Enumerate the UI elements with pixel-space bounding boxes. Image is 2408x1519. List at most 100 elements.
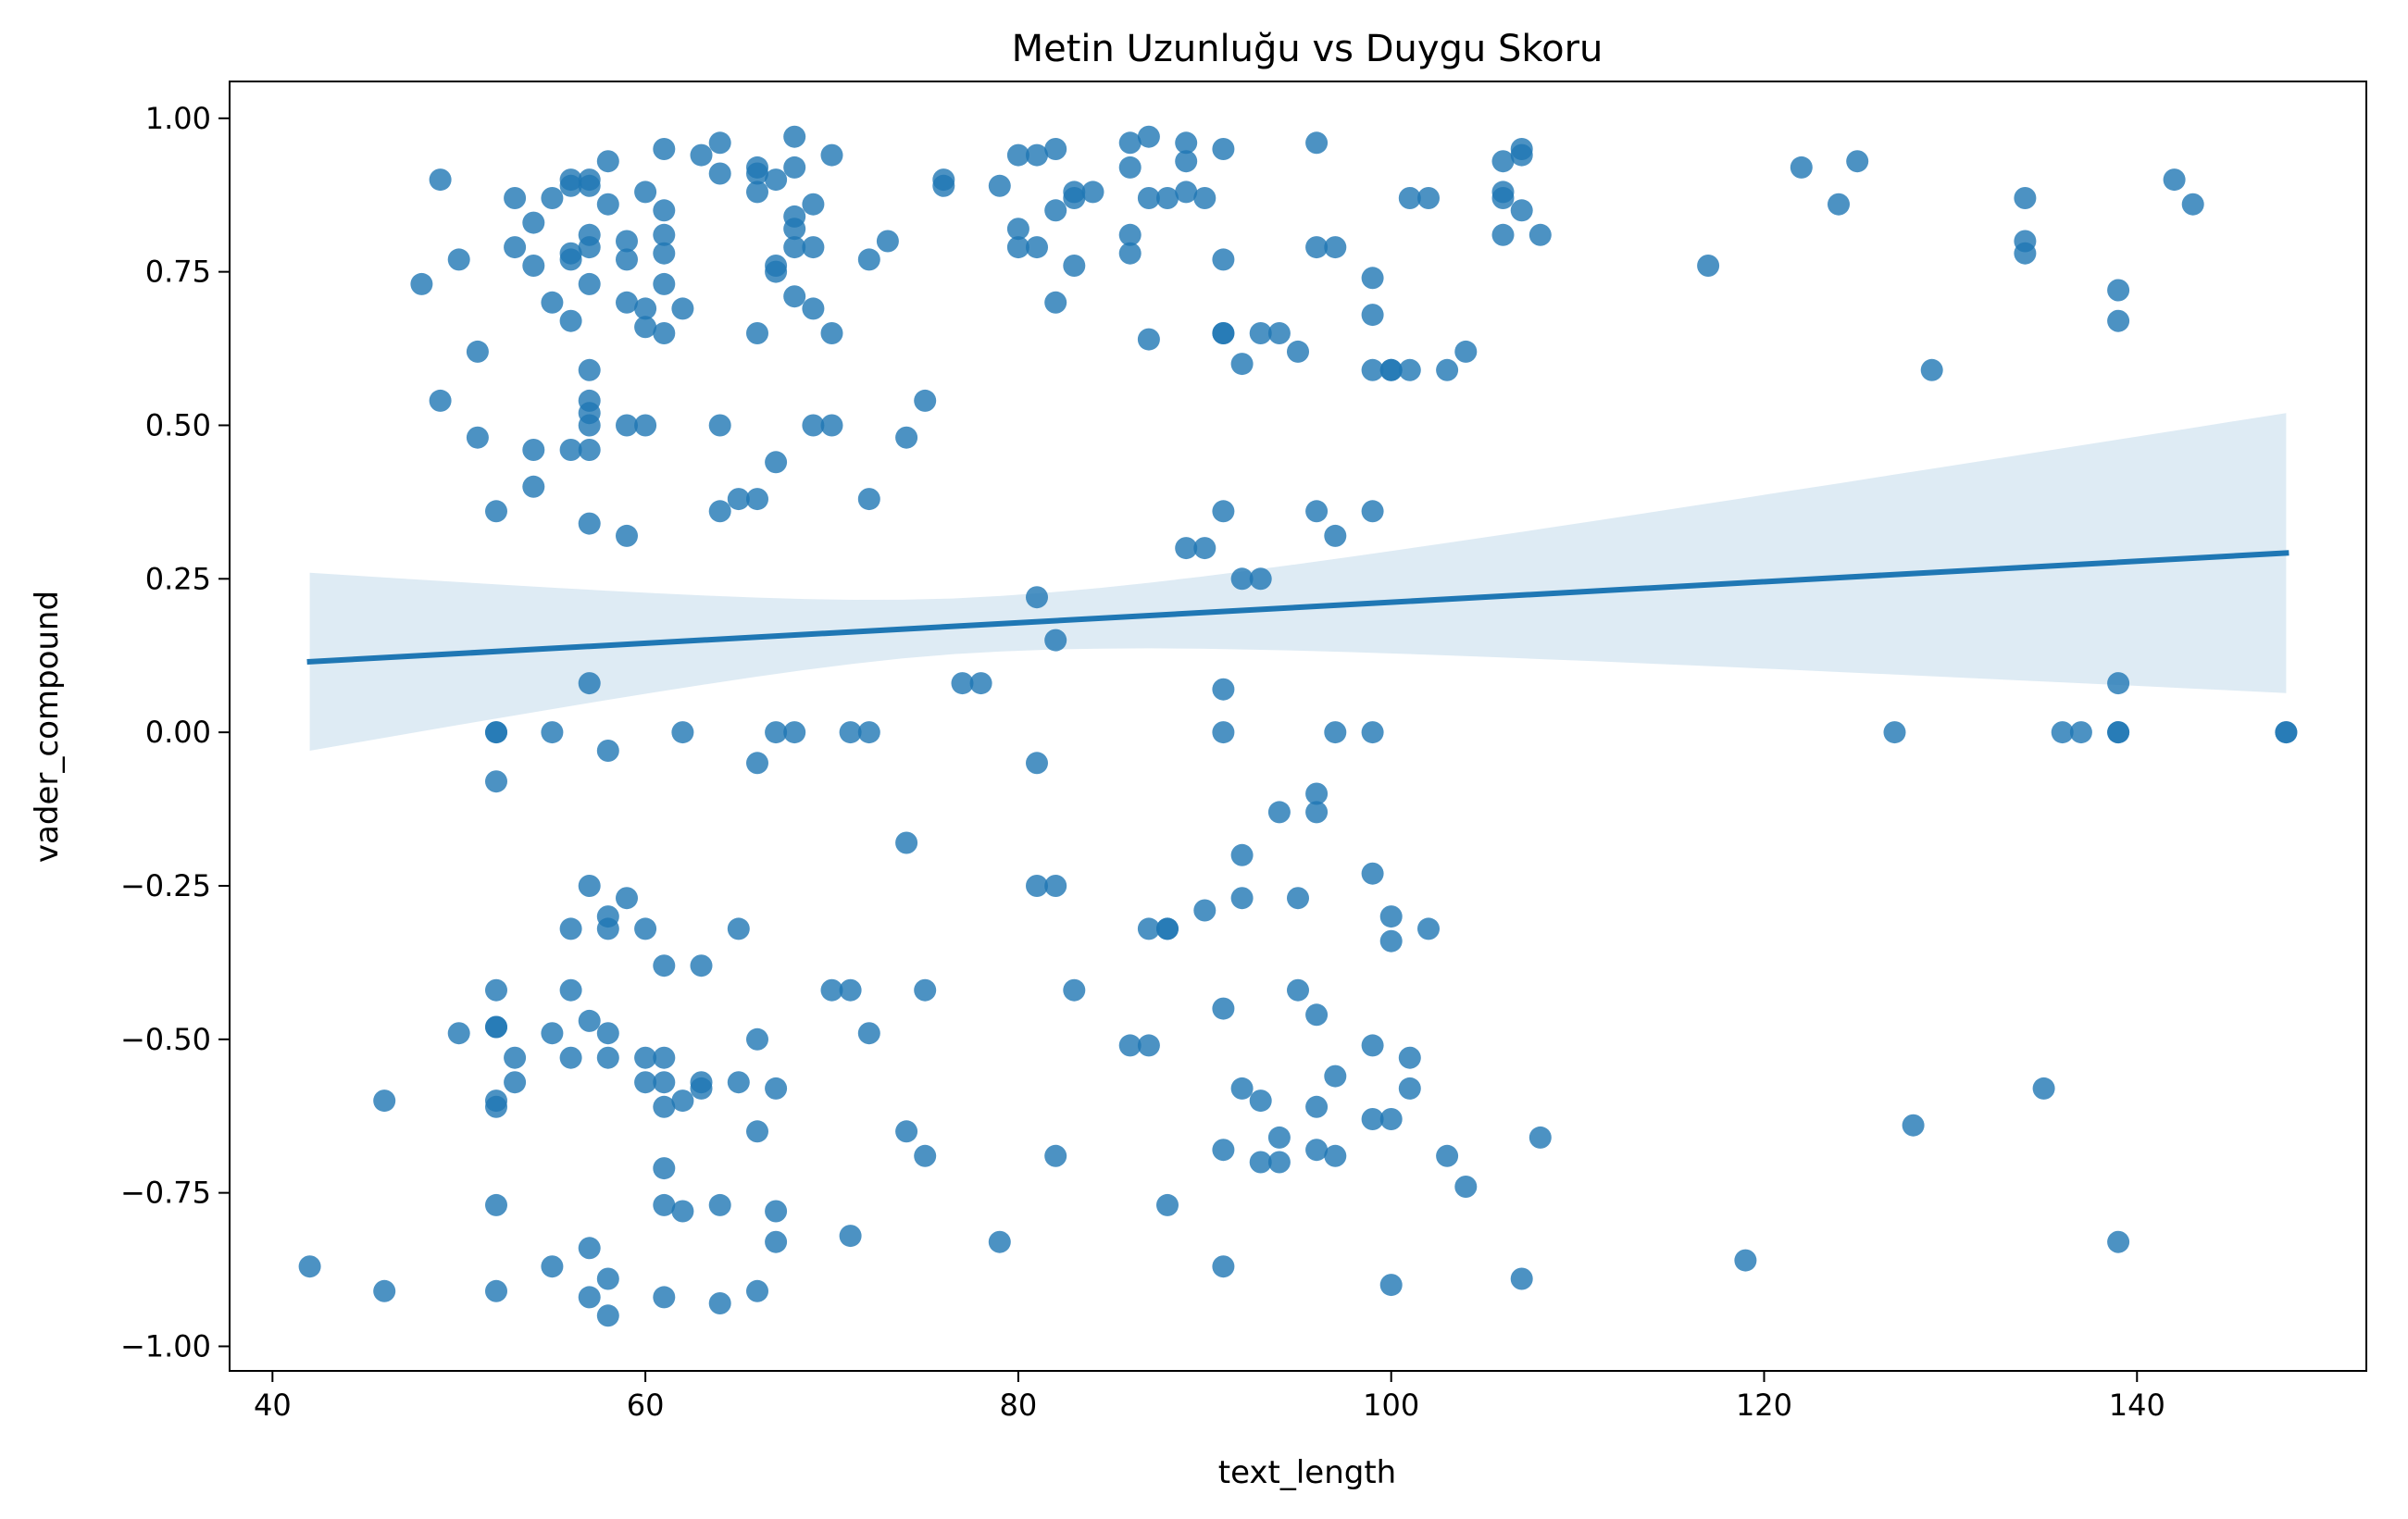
data-point (504, 187, 527, 209)
data-point (969, 672, 992, 695)
data-point (1510, 1267, 1533, 1290)
data-point (596, 917, 619, 940)
data-point (1267, 1151, 1291, 1174)
data-point (746, 1120, 768, 1143)
data-point (708, 1292, 731, 1314)
data-point (616, 524, 638, 547)
data-point (1305, 782, 1329, 805)
data-point (1287, 340, 1309, 363)
data-point (1118, 131, 1142, 155)
data-point (765, 168, 788, 192)
data-point (653, 1071, 676, 1094)
data-point (1398, 187, 1421, 209)
data-point (1828, 193, 1850, 216)
data-point (447, 248, 470, 271)
data-point (1230, 567, 1254, 591)
data-point (1324, 236, 1347, 259)
confidence-band-layer (309, 413, 2287, 751)
data-point (485, 1095, 507, 1118)
x-axis-ticks: 40 60 80 100 120 140 (254, 1371, 2165, 1423)
data-point (504, 236, 527, 259)
data-point (522, 255, 545, 277)
data-point (541, 291, 564, 314)
data-point (690, 1077, 713, 1100)
data-point (653, 138, 676, 160)
data-point (1175, 131, 1198, 155)
data-point (634, 297, 657, 320)
confidence-band (309, 413, 2287, 751)
data-point (1267, 322, 1291, 344)
data-point (634, 917, 657, 940)
data-point (1156, 187, 1179, 209)
data-point (1212, 138, 1235, 160)
data-point (1026, 143, 1048, 167)
data-point (1361, 862, 1384, 885)
y-tick-label: 0.75 (145, 255, 211, 290)
data-point (1361, 1034, 1384, 1057)
data-point (1454, 340, 1478, 363)
data-point (1454, 1176, 1478, 1198)
data-point (839, 978, 862, 1002)
data-point (1118, 223, 1142, 246)
data-point (2275, 721, 2298, 744)
data-point (1305, 1095, 1329, 1118)
data-point (1324, 524, 1347, 547)
x-tick-label: 40 (254, 1388, 292, 1423)
data-point (1063, 255, 1086, 277)
data-point (1361, 358, 1384, 381)
data-point (1249, 1151, 1272, 1174)
data-point (1305, 131, 1329, 155)
data-point (914, 1144, 937, 1167)
data-point (1137, 1034, 1160, 1057)
data-point (765, 721, 788, 744)
data-point (671, 1200, 694, 1223)
data-point (578, 1237, 601, 1260)
data-point (485, 1193, 507, 1216)
data-point (671, 297, 694, 320)
data-point (1379, 1108, 1403, 1130)
data-point (578, 358, 601, 381)
data-point (1491, 150, 1515, 173)
data-point (1324, 1144, 1347, 1167)
plot-area-frame (229, 81, 2367, 1372)
data-point (559, 1046, 582, 1069)
data-point (1026, 752, 1048, 775)
data-point (1417, 917, 1440, 940)
data-point (1436, 358, 1459, 381)
y-tick-label: 0.25 (145, 561, 211, 596)
data-point (1361, 721, 1384, 744)
data-point (708, 162, 731, 185)
data-point (1398, 1077, 1421, 1100)
data-point (653, 199, 676, 222)
data-point (559, 978, 582, 1002)
data-point (857, 248, 880, 271)
data-point (634, 181, 657, 204)
data-point (410, 272, 433, 295)
data-point (2107, 721, 2130, 744)
data-point (653, 1286, 676, 1309)
data-point (1491, 187, 1515, 209)
data-point (746, 488, 768, 511)
data-point (783, 236, 806, 259)
data-point (802, 236, 825, 259)
data-point (653, 1157, 676, 1180)
data-point (1063, 978, 1086, 1002)
data-point (559, 248, 582, 271)
data-point (765, 1230, 788, 1253)
data-point (839, 721, 862, 744)
data-point (1026, 236, 1048, 259)
data-point (727, 917, 750, 940)
data-point (485, 500, 507, 523)
data-point (746, 181, 768, 204)
data-point (373, 1279, 396, 1302)
data-point (522, 211, 545, 234)
data-point (1920, 358, 1943, 381)
data-point (820, 322, 843, 344)
data-point (1305, 500, 1329, 523)
data-point (485, 770, 507, 793)
data-point (2032, 1077, 2055, 1100)
data-point (466, 426, 489, 449)
data-point (765, 1077, 788, 1100)
data-point (1436, 1144, 1459, 1167)
